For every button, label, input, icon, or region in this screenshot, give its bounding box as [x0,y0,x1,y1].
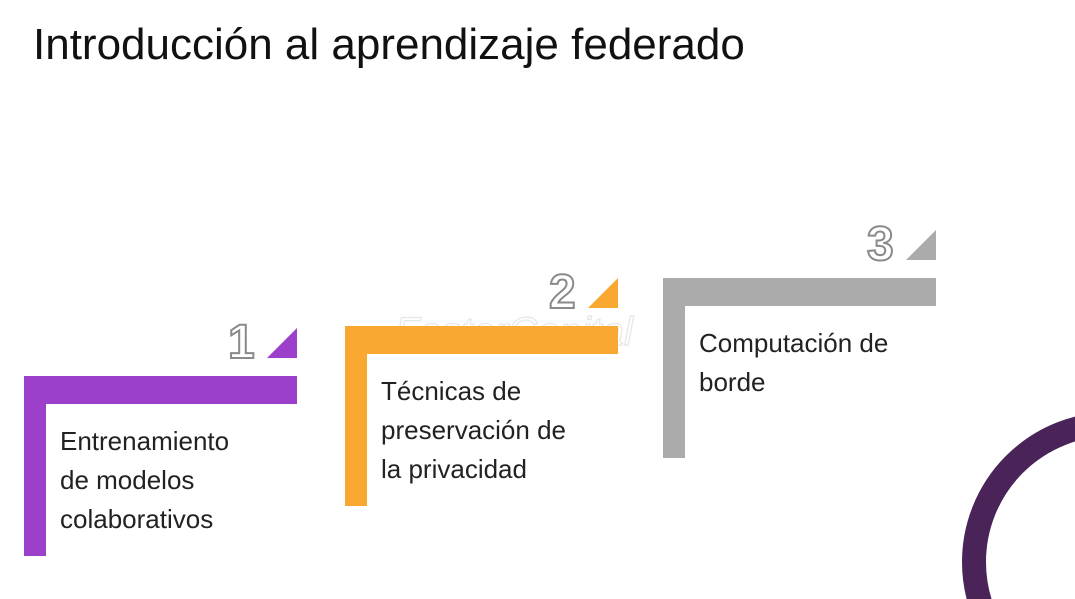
step-top-bar [345,326,618,354]
step-label: Computación de [699,328,888,358]
step-label: preservación de [381,415,566,445]
steps: 1 Entrenamiento de modelos colaborativos 2 Té… [24,217,936,556]
step-side-bar [663,278,685,458]
step-side-bar [345,326,367,506]
step-label: Entrenamiento [60,426,229,456]
slide-title: Introducción al aprendizaje federado [33,20,745,69]
step-number: 2 [549,266,576,319]
step-triangle [906,230,936,260]
step-triangle [588,278,618,308]
step-side-bar [24,376,46,556]
step-label: la privacidad [381,454,527,484]
step-label: de modelos [60,465,194,495]
step-triangle [267,328,297,358]
step-label: colaborativos [60,504,213,534]
step-number: 3 [867,218,894,271]
step-number: 1 [228,316,255,369]
step-label: borde [699,367,766,397]
decorative-ring [962,416,1075,599]
step-top-bar [663,278,936,306]
step-label: Técnicas de [381,376,521,406]
step-top-bar [24,376,297,404]
